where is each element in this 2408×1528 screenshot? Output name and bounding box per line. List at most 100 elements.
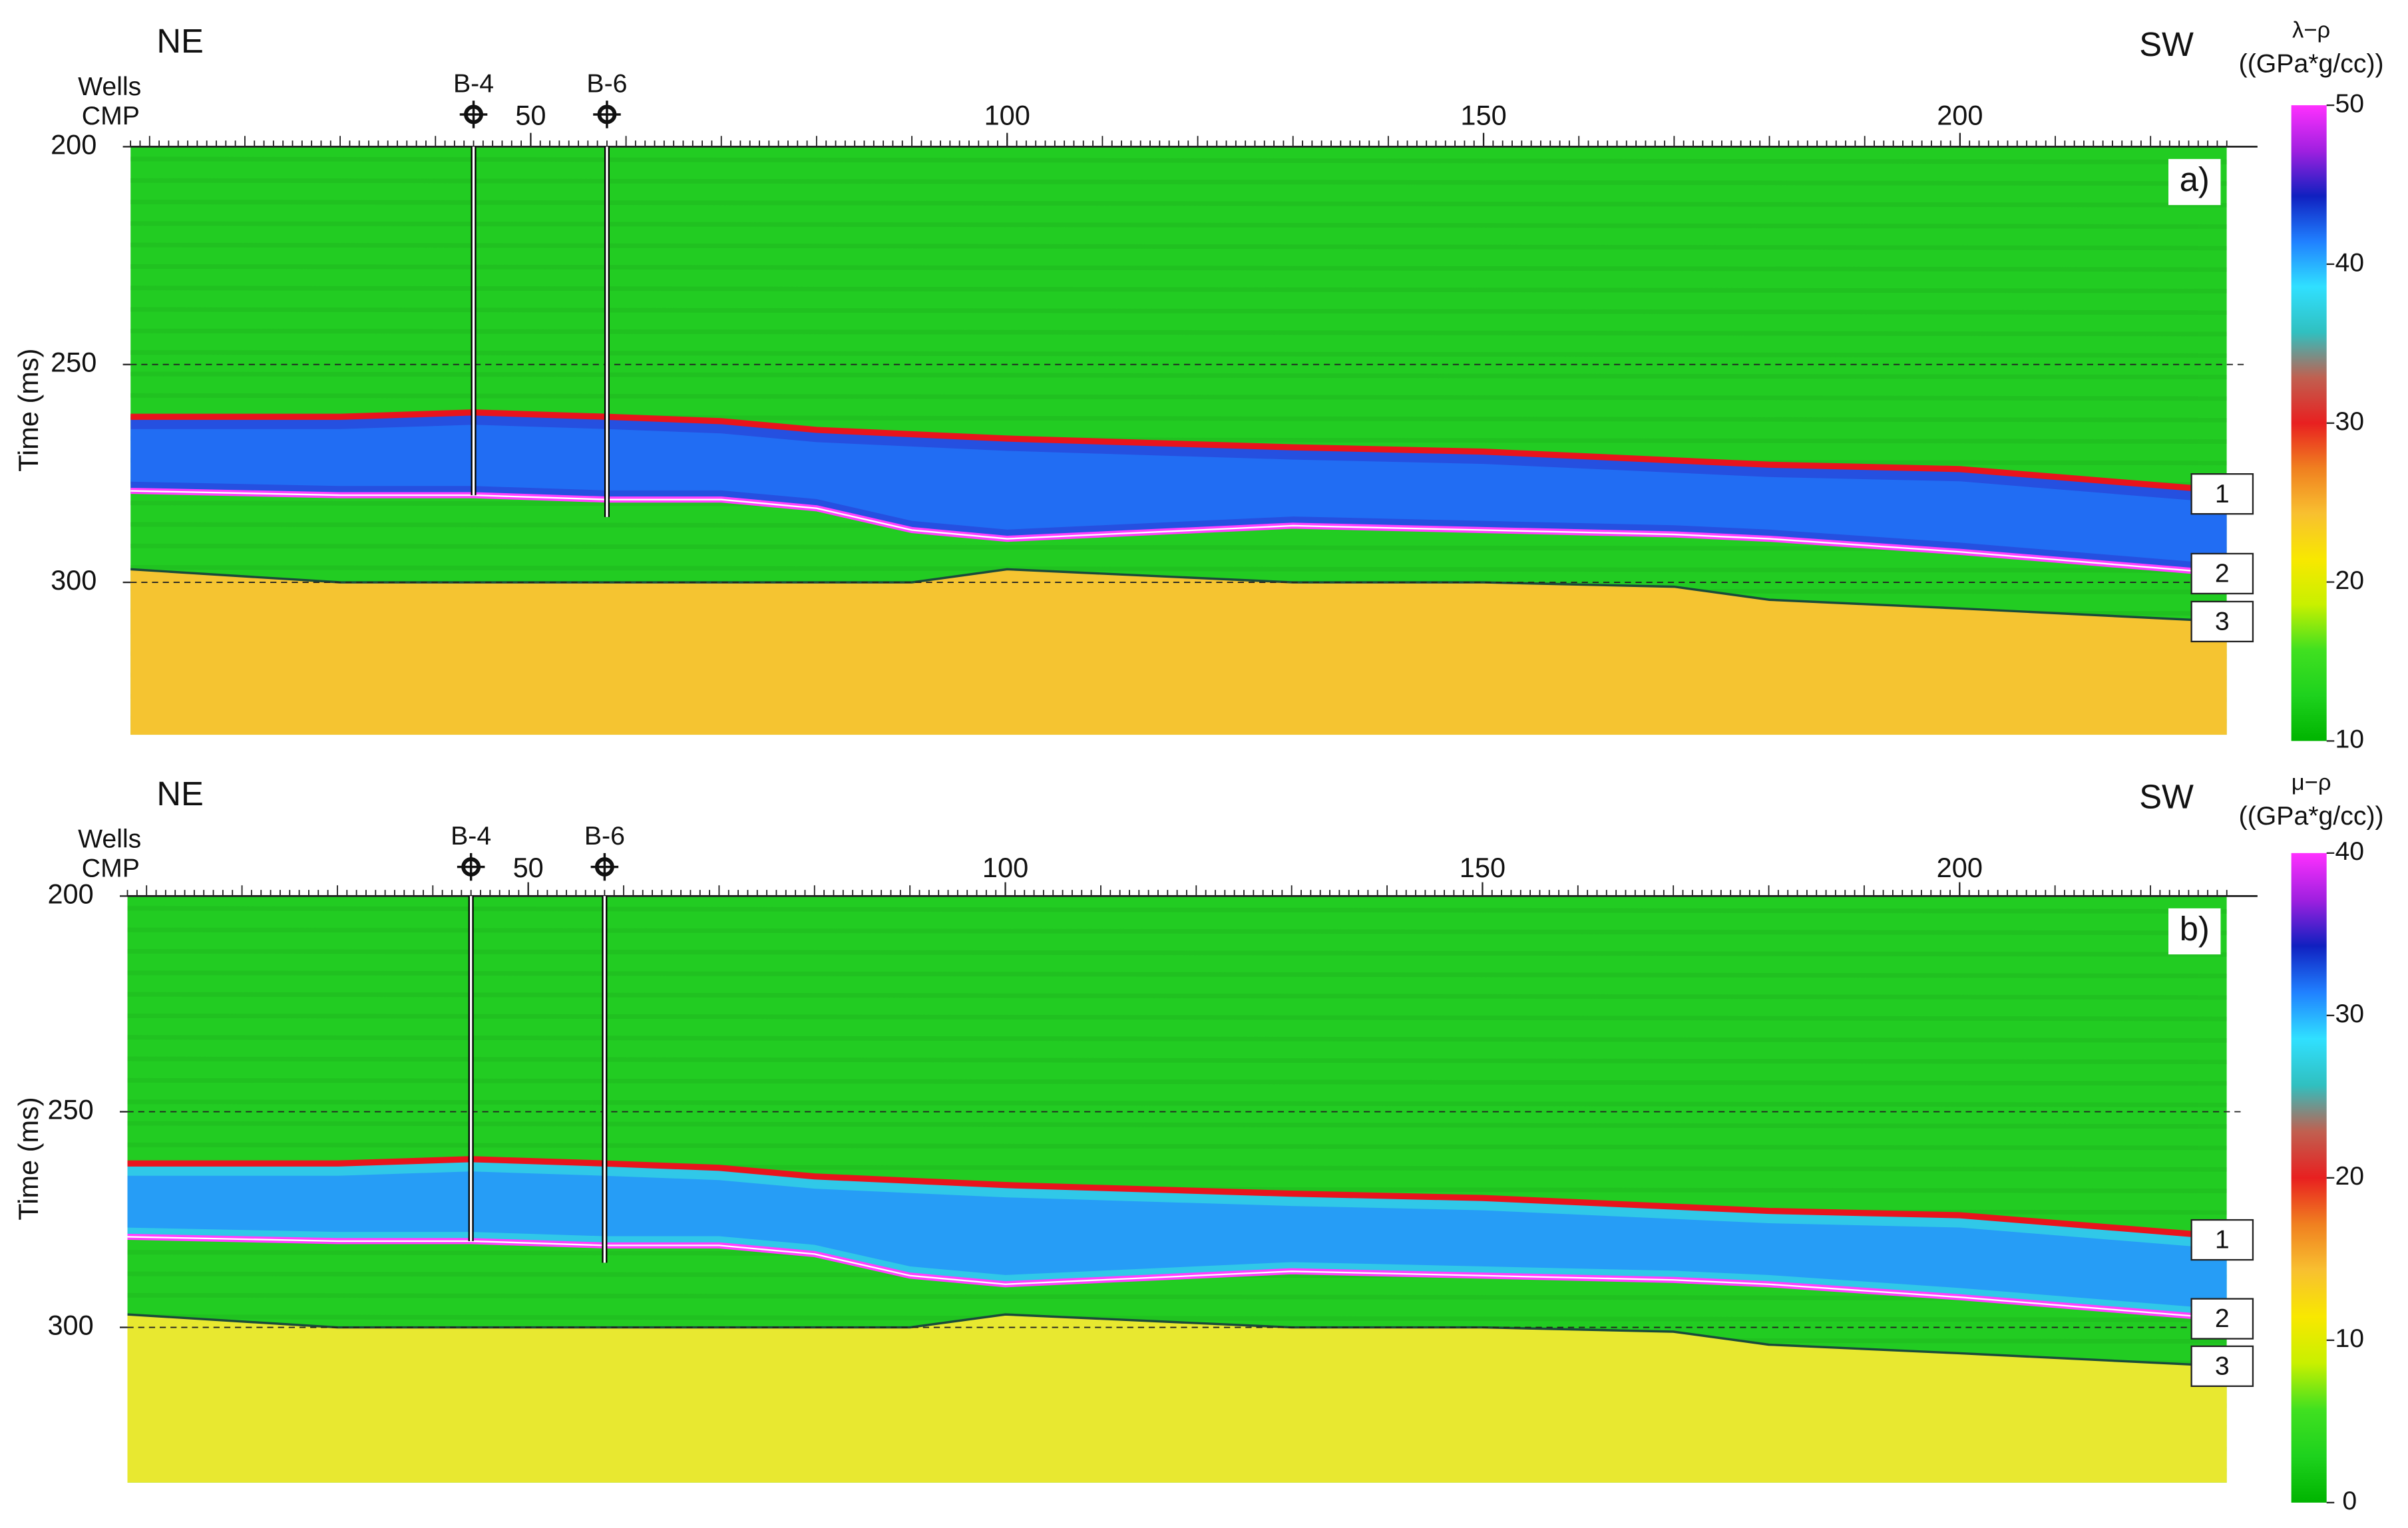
texture bbox=[127, 1292, 2227, 1301]
x-axis-label: CMP bbox=[82, 101, 140, 130]
wells-label: Wells bbox=[78, 72, 141, 101]
horizon-edge bbox=[127, 1236, 2227, 1320]
texture bbox=[130, 200, 2227, 208]
panel-label: a) bbox=[2180, 160, 2210, 198]
texture bbox=[130, 393, 2227, 401]
texture bbox=[130, 156, 2227, 164]
colorbar-title: λ−ρ bbox=[2292, 18, 2330, 43]
texture bbox=[130, 307, 2227, 315]
colorbar-tick-label: 40 bbox=[2335, 837, 2365, 866]
colorbar-unit: ((GPa*g/cc)) bbox=[2239, 49, 2384, 78]
horizon-label: 2 bbox=[2215, 1304, 2230, 1333]
texture bbox=[127, 1314, 2227, 1322]
wells-label: Wells bbox=[78, 825, 141, 854]
y-tick-label: 250 bbox=[51, 347, 97, 378]
lower-unit bbox=[127, 1314, 2227, 1483]
texture bbox=[130, 565, 2227, 573]
colorbar-tick-label: 10 bbox=[2335, 725, 2365, 754]
colorbar-tick-label: 10 bbox=[2335, 1324, 2365, 1353]
y-axis-label: Time (ms) bbox=[13, 1097, 44, 1220]
well-symbol-cross bbox=[459, 100, 488, 128]
texture bbox=[130, 350, 2227, 358]
texture bbox=[127, 1035, 2227, 1043]
y-tick-label: 200 bbox=[47, 878, 93, 909]
texture bbox=[127, 1121, 2227, 1129]
layer-core bbox=[130, 425, 2227, 565]
horizon-label: 3 bbox=[2215, 607, 2230, 636]
texture bbox=[127, 1013, 2227, 1022]
panel-label-box bbox=[2168, 908, 2221, 955]
well-name: B-4 bbox=[451, 821, 491, 851]
horizon-label-box bbox=[2190, 1219, 2254, 1261]
horizon-label: 1 bbox=[2215, 1225, 2230, 1254]
colorbar-tick-label: 30 bbox=[2335, 407, 2365, 436]
horizon-label: 2 bbox=[2215, 559, 2230, 588]
x-tick-label: 200 bbox=[1937, 852, 1983, 883]
colorbar bbox=[2291, 853, 2327, 1503]
texture bbox=[127, 927, 2227, 936]
texture bbox=[127, 1142, 2227, 1151]
texture bbox=[127, 949, 2227, 957]
colorbar-tick-label: 40 bbox=[2335, 248, 2365, 277]
texture bbox=[130, 178, 2227, 186]
colorbar-tick-label: 20 bbox=[2335, 1161, 2365, 1191]
x-tick-label: 100 bbox=[984, 100, 1030, 131]
x-tick-label: 200 bbox=[1937, 100, 1983, 131]
well-name: B-4 bbox=[453, 69, 494, 98]
texture bbox=[130, 264, 2227, 272]
horizon-label-box bbox=[2190, 552, 2254, 595]
y-tick-label: 200 bbox=[51, 128, 97, 160]
texture bbox=[130, 328, 2227, 337]
y-axis-label: Time (ms) bbox=[13, 349, 44, 472]
horizon-label-box bbox=[2190, 473, 2254, 515]
plot-area bbox=[127, 896, 2227, 1483]
well-name: B-6 bbox=[586, 69, 627, 98]
x-tick-label: 50 bbox=[513, 852, 544, 883]
texture bbox=[127, 1056, 2227, 1065]
lower-unit bbox=[130, 569, 2227, 735]
horizon-edge bbox=[130, 490, 2227, 575]
colorbar-unit: ((GPa*g/cc)) bbox=[2239, 801, 2384, 831]
horizon-label-box bbox=[2190, 600, 2254, 643]
texture bbox=[130, 242, 2227, 251]
horizon-label: 3 bbox=[2215, 1352, 2230, 1381]
texture bbox=[130, 286, 2227, 293]
x-tick-label: 50 bbox=[515, 100, 546, 131]
horizon-label-box bbox=[2190, 1298, 2254, 1340]
texture bbox=[130, 221, 2227, 229]
plot-area bbox=[130, 146, 2227, 735]
well-name: B-6 bbox=[584, 821, 625, 851]
panel-label: b) bbox=[2180, 910, 2210, 948]
texture bbox=[127, 992, 2227, 1000]
layer-core bbox=[127, 1171, 2227, 1310]
direction-right: SW bbox=[2139, 25, 2194, 63]
horizon bbox=[127, 1156, 2227, 1241]
y-tick-label: 300 bbox=[51, 564, 97, 596]
horizon-label-box bbox=[2190, 1345, 2254, 1388]
colorbar-title: μ−ρ bbox=[2292, 770, 2331, 795]
texture bbox=[127, 1077, 2227, 1086]
horizon-label: 1 bbox=[2215, 479, 2230, 508]
y-tick-label: 300 bbox=[47, 1310, 93, 1341]
colorbar-tick-label: 30 bbox=[2335, 999, 2365, 1028]
well-symbol-cross bbox=[593, 100, 621, 128]
texture bbox=[127, 970, 2227, 978]
texture bbox=[130, 371, 2227, 379]
well-symbol-cross bbox=[457, 853, 485, 881]
x-axis-label: CMP bbox=[82, 854, 140, 883]
panel-label-box bbox=[2168, 158, 2221, 206]
x-tick-label: 150 bbox=[1460, 852, 1505, 883]
colorbar-tick-label: 0 bbox=[2342, 1486, 2357, 1515]
well-symbol-cross bbox=[590, 853, 619, 881]
colorbar-tick-label: 50 bbox=[2335, 89, 2365, 118]
horizon bbox=[130, 409, 2227, 494]
x-tick-label: 100 bbox=[982, 852, 1028, 883]
texture bbox=[127, 906, 2227, 914]
horizon bbox=[130, 568, 2227, 623]
colorbar bbox=[2291, 105, 2327, 741]
direction-left: NE bbox=[156, 22, 203, 60]
direction-left: NE bbox=[156, 775, 203, 813]
y-tick-label: 250 bbox=[47, 1093, 93, 1125]
